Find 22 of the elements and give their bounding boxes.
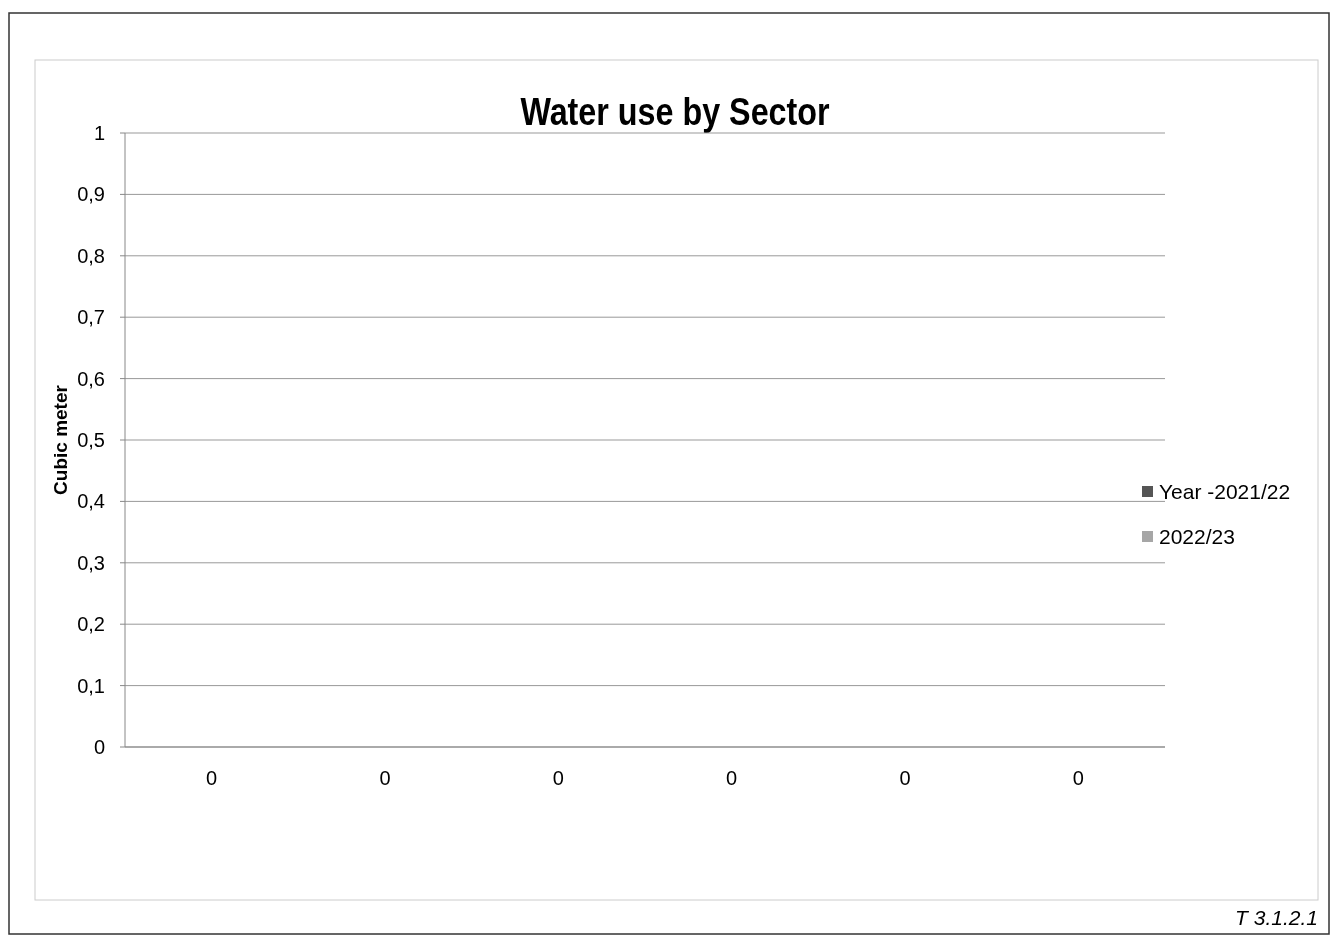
y-tick-label: 0,9 <box>77 183 105 206</box>
x-tick-label: 0 <box>206 767 218 789</box>
y-tick-label: 0,4 <box>77 490 105 513</box>
x-tick-label: 0 <box>1072 767 1084 789</box>
y-tick-label: 0,5 <box>77 429 105 451</box>
y-tick-label: 0,8 <box>77 244 105 267</box>
y-tick-label: 1 <box>93 122 105 144</box>
y-tick-label: 0,2 <box>77 613 105 636</box>
y-tick-label: 0 <box>93 736 105 758</box>
y-axis-title: Cubic meter <box>50 384 71 495</box>
y-tick-label: 0,1 <box>77 674 105 697</box>
x-tick-label: 0 <box>552 767 564 789</box>
y-tick-label: 0,6 <box>77 367 105 390</box>
y-tick-label: 0,7 <box>77 306 105 329</box>
text: T 3.1.2.1 <box>1235 906 1318 929</box>
x-tick-label: 0 <box>899 767 911 789</box>
x-tick-label: 0 <box>379 767 391 789</box>
chart-title: Water use by Sector <box>520 90 830 133</box>
legend-label: 2022/23 <box>1159 525 1235 549</box>
legend-label: Year -2021/22 <box>1159 480 1291 504</box>
x-tick-label: 0 <box>726 767 738 789</box>
y-tick-label: 0,3 <box>77 551 105 574</box>
